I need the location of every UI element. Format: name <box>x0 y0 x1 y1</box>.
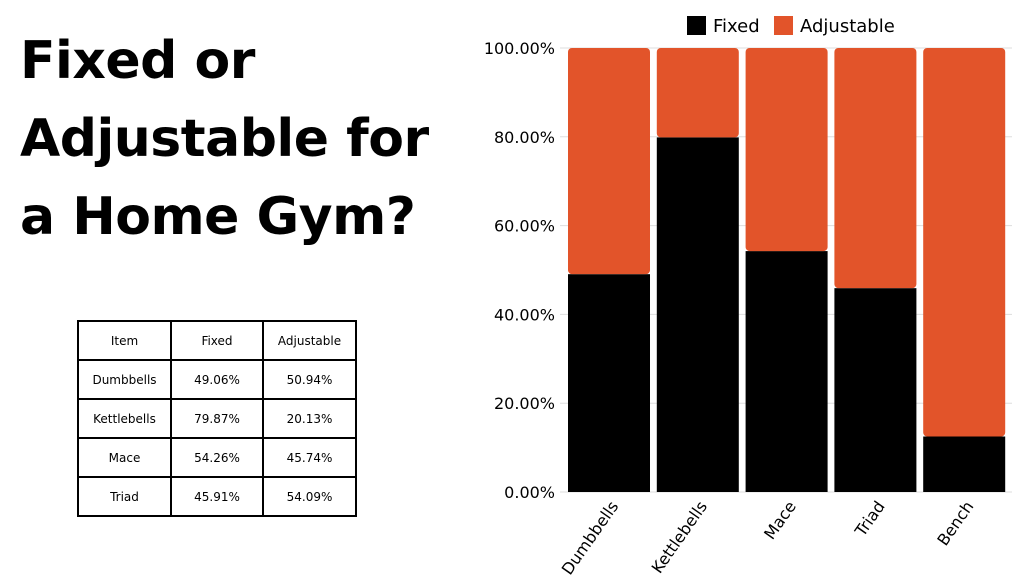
table-cell: 79.87% <box>170 398 264 439</box>
table-cell: 20.13% <box>262 398 357 439</box>
legend-label: Fixed <box>713 16 760 37</box>
table-cell: 49.06% <box>170 359 264 400</box>
bar-adjustable-triad <box>834 48 917 289</box>
bar-fixed-bench <box>923 436 1006 492</box>
bar-adjustable-mace <box>745 48 828 252</box>
bar-fixed-kettlebells <box>656 137 739 492</box>
table-cell: 50.94% <box>262 359 357 400</box>
table-header-row: Item Fixed Adjustable <box>77 320 357 361</box>
table-row: Kettlebells 79.87% 20.13% <box>77 398 357 439</box>
x-tick-label: Kettlebells <box>648 497 712 576</box>
table-cell: Mace <box>77 437 172 478</box>
legend-swatch-adjustable <box>774 16 793 35</box>
legend-swatch-fixed <box>687 16 706 35</box>
table-cell: 54.26% <box>170 437 264 478</box>
table-cell: 45.91% <box>170 476 264 517</box>
y-tick-label: 100.00% <box>484 39 555 58</box>
table-row: Triad 45.91% 54.09% <box>77 476 357 517</box>
table-header-cell: Fixed <box>170 320 264 361</box>
y-tick-label: 60.00% <box>494 217 555 236</box>
y-tick-label: 40.00% <box>494 305 555 324</box>
table-cell: 45.74% <box>262 437 357 478</box>
x-tick-label: Bench <box>933 497 977 549</box>
bar-fixed-triad <box>834 288 917 492</box>
table-row: Dumbbells 49.06% 50.94% <box>77 359 357 400</box>
data-table: Item Fixed Adjustable Dumbbells 49.06% 50.94%… <box>77 320 357 517</box>
table-header-cell: Item <box>77 320 172 361</box>
legend-label: Adjustable <box>800 16 895 37</box>
bar-fixed-dumbbells <box>568 274 650 492</box>
x-tick-label: Dumbbells <box>558 497 623 576</box>
table-cell: Dumbbells <box>77 359 172 400</box>
x-tick-label: Triad <box>851 497 889 540</box>
table-row: Mace 54.26% 45.74% <box>77 437 357 478</box>
bar-adjustable-kettlebells <box>656 48 739 138</box>
x-tick-label: Mace <box>760 497 800 543</box>
table-cell: Kettlebells <box>77 398 172 439</box>
table-header-cell: Adjustable <box>262 320 357 361</box>
y-tick-label: 0.00% <box>504 483 555 502</box>
bar-adjustable-bench <box>923 48 1006 437</box>
bar-adjustable-dumbbells <box>568 48 650 275</box>
page-title: Fixed or Adjustable for a Home Gym? <box>20 31 429 247</box>
y-tick-label: 80.00% <box>494 128 555 147</box>
bar-fixed-mace <box>745 251 828 492</box>
y-tick-label: 20.00% <box>494 394 555 413</box>
table-cell: Triad <box>77 476 172 517</box>
table-cell: 54.09% <box>262 476 357 517</box>
